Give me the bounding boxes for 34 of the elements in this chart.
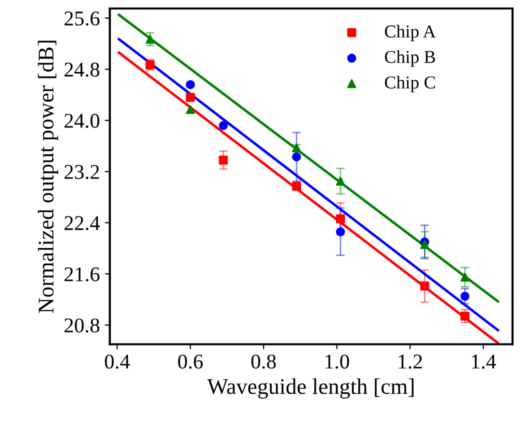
y-tick-label: 23.2: [64, 165, 99, 180]
point: [186, 92, 195, 102]
y-tick-label: 24.0: [64, 114, 100, 128]
point: [186, 105, 195, 114]
x-tick-label: 0.4: [104, 354, 130, 369]
point: [218, 156, 228, 165]
y-tick-label: 22.4: [64, 216, 100, 230]
point: [336, 214, 345, 224]
point: [292, 182, 302, 191]
legend-label: Chip B: [384, 50, 435, 67]
y-tick-label: 25.6: [64, 12, 100, 26]
x-tick-label: 0.8: [251, 354, 276, 369]
x-axis-title: Waveguide length [cm]: [207, 378, 414, 399]
point: [336, 176, 345, 186]
y-tick-label: 24.8: [64, 62, 100, 77]
x-tick-label: 1.0: [326, 354, 350, 369]
point: [460, 292, 470, 301]
point: [420, 240, 430, 249]
x-tick-label: 1.4: [472, 354, 496, 369]
point: [336, 227, 345, 236]
legend-label: Chip A: [384, 24, 436, 42]
y-tick-label: 21.6: [64, 267, 100, 282]
x-tick-label: 1.2: [398, 354, 422, 369]
point: [292, 152, 302, 162]
legend-label: Chip C: [384, 76, 435, 92]
point: [460, 312, 470, 321]
point: [146, 34, 155, 44]
point: [420, 282, 430, 291]
point: [460, 272, 470, 282]
y-axis-title: Normalized output power [dB]: [38, 40, 58, 314]
x-tick-label: 0.6: [178, 354, 203, 369]
point: [218, 121, 228, 130]
point: [186, 80, 195, 90]
y-tick-label: 20.8: [64, 318, 100, 333]
